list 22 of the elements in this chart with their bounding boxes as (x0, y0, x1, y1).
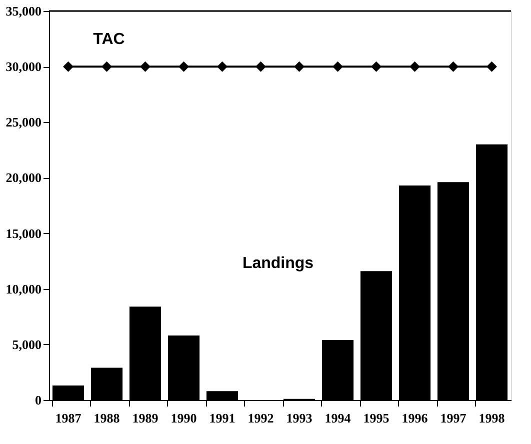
x-tick-label: 1997 (440, 410, 467, 426)
x-tick-label: 1989 (132, 410, 159, 426)
x-tick-label: 1992 (248, 410, 274, 426)
x-tick-label: 1994 (324, 410, 352, 426)
y-tick-label: 20,000 (6, 170, 42, 186)
y-tick-label: 25,000 (6, 114, 42, 130)
y-tick-label: 0 (35, 392, 42, 408)
y-tick-label: 15,000 (6, 226, 42, 241)
y-tick-label: 30,000 (6, 59, 42, 74)
x-tick-label: 1987 (55, 410, 82, 426)
x-tick-label: 1988 (94, 410, 120, 426)
series-label: TAC (93, 31, 126, 48)
x-tick-label: 1990 (170, 410, 197, 426)
x-tick-label: 1998 (478, 410, 506, 426)
x-tick-label: 1993 (286, 410, 313, 426)
y-tick-label: 10,000 (6, 281, 42, 296)
y-tick-label: 5,000 (12, 336, 42, 352)
x-tick-label: 1996 (402, 410, 428, 426)
text: Landings (242, 255, 314, 272)
x-tick-label: 1995 (363, 410, 390, 426)
x-tick-label: 1991 (209, 410, 236, 426)
y-tick-label: 35,000 (6, 4, 42, 18)
